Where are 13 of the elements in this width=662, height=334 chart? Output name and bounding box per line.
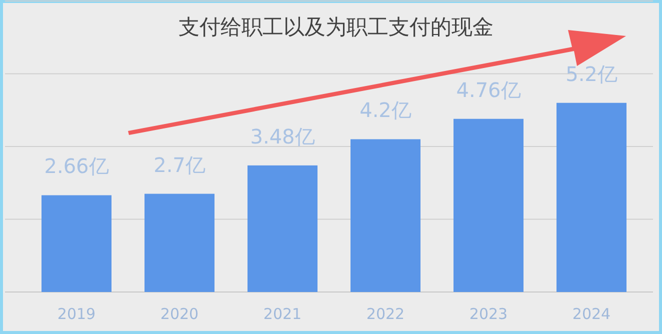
x-tick-label: 2023 <box>469 305 508 323</box>
x-tick-label: 2020 <box>160 305 199 323</box>
data-label: 4.2亿 <box>360 98 412 122</box>
x-tick-label: 2024 <box>572 305 611 323</box>
data-label: 3.48亿 <box>250 124 315 148</box>
x-tick-label: 2021 <box>263 305 302 323</box>
data-label: 4.76亿 <box>456 78 521 102</box>
x-tick-label: 2022 <box>366 305 405 323</box>
data-label: 5.2亿 <box>566 62 618 86</box>
data-label: 2.66亿 <box>44 154 109 178</box>
text: 支付给职工以及为职工支付的现金 <box>178 15 494 39</box>
x-tick-label: 2019 <box>57 305 96 323</box>
data-label: 2.7亿 <box>154 152 206 177</box>
